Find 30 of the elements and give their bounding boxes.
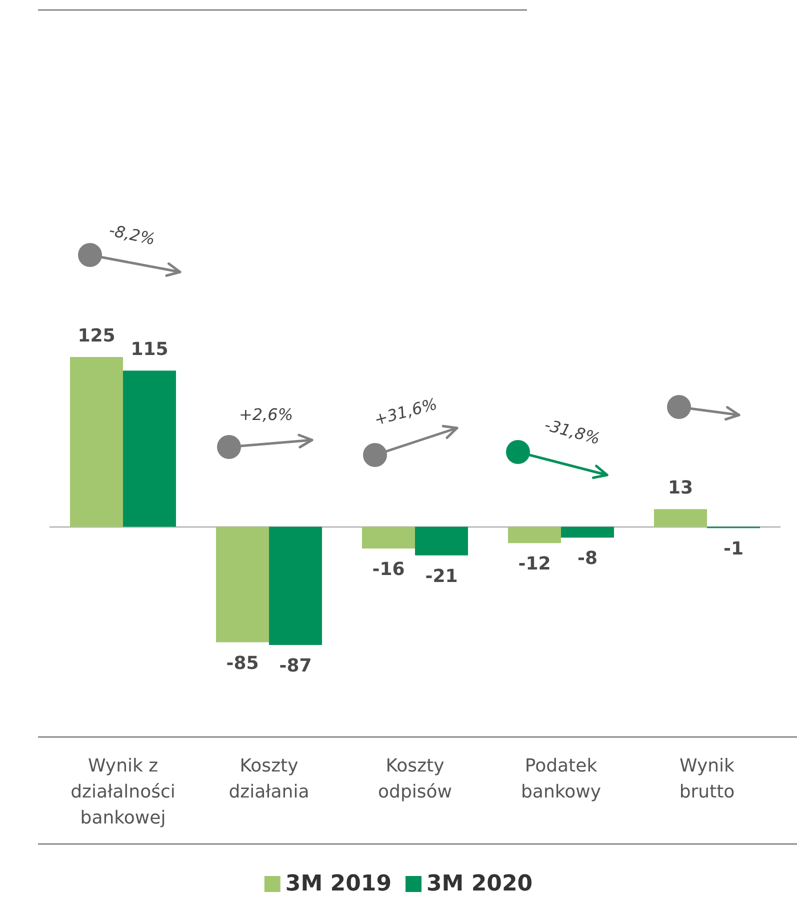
data-label: 13 bbox=[668, 478, 694, 499]
x-tick-label: Koszty działania bbox=[228, 756, 310, 802]
x-tick-label: Podatek bankowy bbox=[520, 756, 602, 802]
data-label: -16 bbox=[372, 559, 405, 580]
data-label: -1 bbox=[724, 538, 744, 560]
bar bbox=[123, 370, 176, 527]
x-tick-label: Wynik brutto bbox=[679, 756, 736, 802]
data-label: 115 bbox=[130, 339, 168, 360]
data-label: -8 bbox=[578, 548, 598, 570]
x-tick-label: Wynik z działalności bankowej bbox=[70, 756, 176, 828]
text: -8,2% bbox=[107, 220, 157, 249]
data-label: -85 bbox=[226, 652, 259, 674]
annotation: +31,6% bbox=[372, 394, 440, 430]
data-label: -87 bbox=[279, 656, 312, 676]
legend-label: 3M 2019 bbox=[285, 872, 392, 896]
bar bbox=[362, 526, 415, 549]
annotation: +2,6% bbox=[238, 405, 294, 424]
bar bbox=[561, 526, 614, 538]
data-label: -12 bbox=[518, 554, 551, 575]
x-tick-label: Koszty odpisów bbox=[378, 756, 452, 802]
legend-label: 3M 2020 bbox=[426, 872, 533, 896]
annotation: -31,8% bbox=[542, 415, 602, 448]
bar bbox=[216, 526, 269, 642]
data-label: 125 bbox=[78, 326, 116, 346]
bar bbox=[654, 509, 707, 527]
data-label: -21 bbox=[425, 566, 458, 587]
bar bbox=[508, 526, 561, 544]
bar bbox=[415, 526, 468, 556]
bar bbox=[70, 357, 123, 527]
bar bbox=[269, 526, 322, 645]
